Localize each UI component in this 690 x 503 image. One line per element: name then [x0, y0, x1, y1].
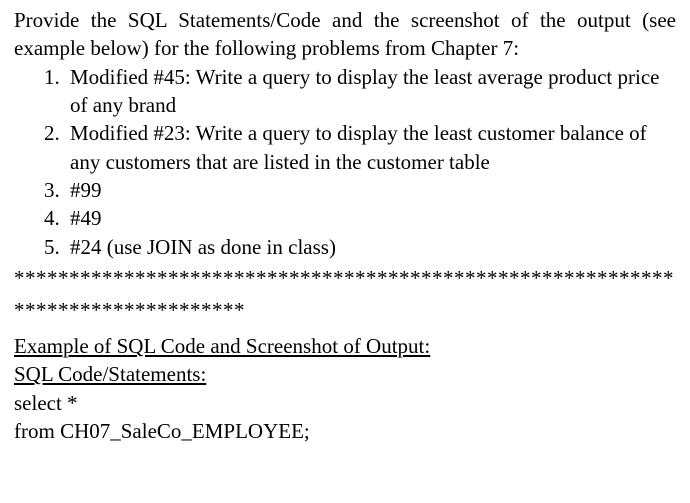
list-text: Modified #45: Write a query to display t…: [70, 65, 660, 117]
list-number: 3.: [44, 176, 70, 204]
sql-heading: SQL Code/Statements:: [14, 360, 676, 388]
list-item: 4. #49: [70, 204, 676, 232]
list-text: #99: [70, 178, 102, 202]
problem-list: 1. Modified #45: Write a query to displa…: [14, 63, 676, 261]
asterisk-divider: ****************************************…: [14, 263, 676, 326]
list-text: Modified #23: Write a query to display t…: [70, 121, 647, 173]
sql-line: from CH07_SaleCo_EMPLOYEE;: [14, 417, 676, 445]
list-number: 5.: [44, 233, 70, 261]
sql-line: select *: [14, 389, 676, 417]
list-text: #49: [70, 206, 102, 230]
list-text: #24 (use JOIN as done in class): [70, 235, 336, 259]
list-number: 1.: [44, 63, 70, 91]
list-item: 1. Modified #45: Write a query to displa…: [70, 63, 676, 120]
list-number: 2.: [44, 119, 70, 147]
intro-paragraph: Provide the SQL Statements/Code and the …: [14, 6, 676, 63]
list-item: 5. #24 (use JOIN as done in class): [70, 233, 676, 261]
list-item: 2. Modified #23: Write a query to displa…: [70, 119, 676, 176]
list-number: 4.: [44, 204, 70, 232]
document-page: Provide the SQL Statements/Code and the …: [0, 0, 690, 445]
example-heading: Example of SQL Code and Screenshot of Ou…: [14, 332, 676, 360]
list-item: 3. #99: [70, 176, 676, 204]
